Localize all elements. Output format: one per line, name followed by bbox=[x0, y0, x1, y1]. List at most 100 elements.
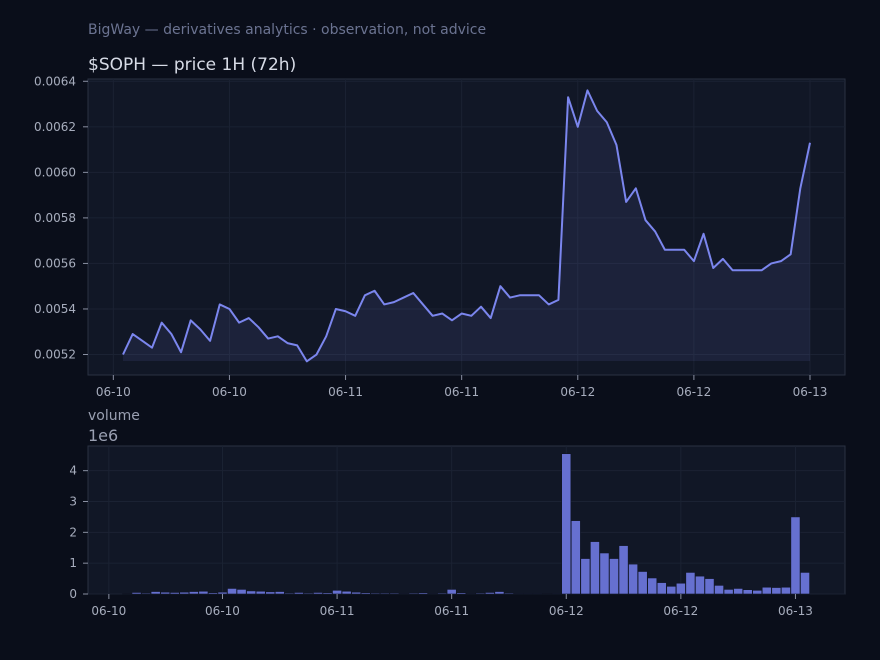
price-chart: $SOPH — price 1H (72h) 06-10 06-10 06-11 06… bbox=[34, 55, 846, 399]
volume-bar bbox=[332, 589, 342, 595]
volume-bar bbox=[800, 572, 810, 595]
volume-bar bbox=[418, 592, 428, 595]
price-area-fill bbox=[123, 90, 810, 362]
volume-bar bbox=[160, 591, 171, 595]
volume-bar bbox=[389, 592, 400, 595]
volume-chart: volume 1e6 06-10 06-10 06-11 06-11 06-12 06-1… bbox=[69, 408, 846, 618]
volume-bar bbox=[752, 589, 763, 595]
volume-x-tick-label: 06-13 bbox=[778, 604, 813, 618]
volume-bar bbox=[590, 541, 600, 595]
volume-bar bbox=[580, 558, 591, 595]
volume-bar bbox=[761, 586, 772, 595]
volume-bar bbox=[456, 592, 467, 595]
volume-bar bbox=[169, 592, 180, 595]
volume-bar bbox=[208, 592, 218, 595]
volume-bar bbox=[427, 593, 438, 595]
price-x-axis: 06-10 06-10 06-11 06-11 06-12 06-12 06-13 bbox=[96, 375, 828, 399]
volume-plot-area bbox=[87, 445, 846, 595]
volume-bar bbox=[494, 591, 505, 595]
price-x-tick-label: 06-10 bbox=[212, 385, 247, 399]
volume-bar bbox=[781, 586, 791, 595]
price-y-tick-label: 0.0062 bbox=[34, 120, 76, 134]
price-x-tick-label: 06-12 bbox=[676, 385, 711, 399]
price-series-line bbox=[122, 89, 811, 363]
price-y-tick-label: 0.0064 bbox=[34, 74, 76, 88]
volume-x-tick-label: 06-10 bbox=[91, 604, 126, 618]
volume-bar bbox=[351, 591, 362, 595]
price-x-tick-label: 06-12 bbox=[560, 385, 595, 399]
volume-bar bbox=[599, 552, 610, 595]
volume-chart-title: volume bbox=[88, 408, 140, 424]
volume-bar bbox=[647, 577, 658, 595]
volume-bar bbox=[303, 592, 314, 595]
volume-bar bbox=[379, 592, 390, 595]
price-x-tick-label: 06-13 bbox=[793, 385, 828, 399]
volume-bar bbox=[618, 545, 629, 595]
volume-bar bbox=[265, 591, 276, 595]
volume-bar bbox=[790, 516, 801, 595]
volume-x-tick-label: 06-12 bbox=[663, 604, 698, 618]
volume-bar bbox=[141, 592, 151, 595]
volume-bar bbox=[532, 593, 543, 595]
volume-bar bbox=[570, 520, 581, 595]
price-grid bbox=[88, 79, 845, 375]
volume-bar bbox=[513, 593, 524, 595]
volume-bar bbox=[551, 593, 562, 595]
volume-bar bbox=[188, 591, 199, 595]
volume-bar bbox=[227, 588, 237, 595]
volume-bar bbox=[771, 587, 782, 595]
volume-bars bbox=[122, 453, 810, 595]
volume-bar bbox=[274, 591, 285, 595]
volume-bar bbox=[150, 591, 161, 595]
header-note: BigWay — derivatives analytics · observa… bbox=[88, 22, 486, 38]
volume-y-tick-label: 0 bbox=[69, 587, 77, 601]
volume-bar bbox=[656, 582, 667, 595]
volume-bar bbox=[370, 592, 381, 595]
volume-bar bbox=[733, 588, 744, 595]
volume-bar bbox=[465, 593, 476, 595]
volume-bar bbox=[666, 585, 677, 595]
volume-bar bbox=[284, 592, 295, 595]
volume-bar bbox=[475, 592, 486, 595]
volume-bar bbox=[714, 585, 724, 595]
volume-x-axis: 06-10 06-10 06-11 06-11 06-12 06-12 06-13 bbox=[91, 594, 813, 618]
volume-x-tick-label: 06-11 bbox=[320, 604, 355, 618]
volume-grid bbox=[88, 446, 845, 595]
price-y-tick-label: 0.0052 bbox=[34, 348, 76, 362]
volume-bar bbox=[628, 563, 639, 595]
volume-bar bbox=[723, 589, 734, 595]
volume-bar bbox=[313, 592, 323, 595]
volume-y-tick-label: 3 bbox=[69, 495, 77, 509]
volume-bar bbox=[637, 571, 648, 595]
volume-x-tick-label: 06-12 bbox=[549, 604, 584, 618]
volume-bar bbox=[217, 591, 228, 595]
price-y-tick-label: 0.0060 bbox=[34, 165, 76, 179]
volume-bar bbox=[408, 592, 419, 595]
volume-bar bbox=[236, 589, 247, 595]
volume-bar bbox=[322, 592, 333, 595]
volume-bar bbox=[695, 575, 705, 595]
volume-bar bbox=[360, 592, 371, 595]
volume-bar bbox=[704, 578, 715, 595]
volume-bar bbox=[484, 592, 495, 595]
price-x-tick-label: 06-10 bbox=[96, 385, 131, 399]
volume-bar bbox=[341, 590, 352, 595]
price-x-tick-label: 06-11 bbox=[444, 385, 479, 399]
volume-y-axis: 0 1 2 3 4 bbox=[69, 464, 88, 601]
price-chart-title: $SOPH — price 1H (72h) bbox=[88, 55, 296, 75]
price-y-tick-label: 0.0056 bbox=[34, 256, 76, 270]
volume-axis-multiplier: 1e6 bbox=[88, 426, 118, 445]
volume-bar bbox=[198, 590, 209, 595]
volume-bar bbox=[255, 590, 266, 595]
volume-bar bbox=[561, 453, 572, 595]
price-x-tick-label: 06-11 bbox=[328, 385, 363, 399]
volume-y-tick-label: 4 bbox=[69, 464, 77, 478]
volume-bar bbox=[675, 582, 686, 595]
volume-y-tick-label: 1 bbox=[69, 556, 77, 570]
volume-bar bbox=[399, 593, 409, 595]
volume-x-tick-label: 06-10 bbox=[205, 604, 240, 618]
volume-bar bbox=[131, 592, 142, 595]
volume-bar bbox=[609, 558, 619, 595]
price-y-tick-label: 0.0054 bbox=[34, 302, 76, 316]
volume-y-tick-label: 2 bbox=[69, 525, 77, 539]
